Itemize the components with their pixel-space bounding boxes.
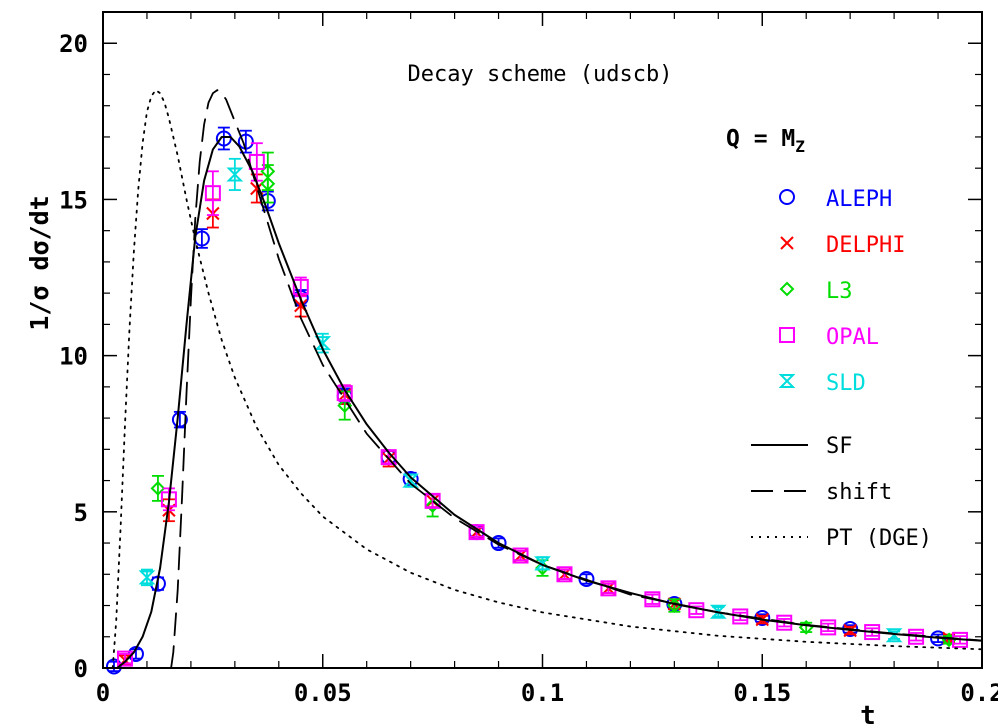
legend-item-l3: L3 bbox=[779, 279, 853, 304]
legend-marker bbox=[779, 281, 795, 297]
data-point bbox=[380, 449, 397, 466]
data-point bbox=[204, 185, 221, 202]
legend-label: PT (DGE) bbox=[826, 526, 932, 551]
x-tick-label: 0 bbox=[96, 679, 110, 707]
data-point bbox=[885, 628, 903, 643]
legend-marker bbox=[779, 327, 795, 343]
y-axis-label: 1/σ dσ/dt bbox=[25, 195, 54, 330]
legend-label: DELPHI bbox=[826, 233, 905, 258]
curves bbox=[111, 89, 983, 669]
y-tick-label: 5 bbox=[74, 499, 88, 527]
x-tick-label: 0.1 bbox=[521, 679, 564, 707]
legend-item-opal: OPAL bbox=[779, 325, 879, 350]
data-point bbox=[337, 398, 353, 414]
x-tick-label: 0.05 bbox=[294, 679, 352, 707]
data-point bbox=[512, 547, 529, 564]
legend-item-sld: SLD bbox=[778, 371, 866, 396]
legend-label: OPAL bbox=[826, 325, 879, 350]
y-tick-label: 10 bbox=[59, 343, 88, 371]
data-point bbox=[171, 411, 188, 428]
legend-label: SLD bbox=[826, 371, 866, 396]
data-point bbox=[150, 480, 166, 496]
legend-item-delphi: DELPHI bbox=[780, 233, 905, 258]
data-point bbox=[336, 385, 353, 402]
x-tick-label: 0.2 bbox=[960, 679, 998, 707]
legend-marker bbox=[780, 236, 794, 250]
subtitle-prefix: Q = M bbox=[726, 126, 795, 152]
legend-label: shift bbox=[826, 480, 892, 505]
legend-label: ALEPH bbox=[826, 187, 892, 212]
y-tick-label: 15 bbox=[59, 186, 88, 214]
curve-shift bbox=[170, 89, 983, 669]
chart-subtitle: Q = MZ bbox=[726, 126, 805, 156]
legend: ALEPH DELPHI L3 OPAL SLD SF shift PT (DGE) bbox=[751, 187, 932, 551]
legend-label: SF bbox=[826, 434, 853, 459]
legend-item-curve: PT (DGE) bbox=[751, 526, 932, 551]
legend-item-curve: SF bbox=[751, 434, 853, 459]
legend-label: L3 bbox=[826, 279, 853, 304]
series-opal bbox=[116, 142, 969, 667]
x-tick-label: 0.15 bbox=[733, 679, 791, 707]
legend-item-aleph: ALEPH bbox=[779, 187, 892, 212]
subtitle-subscript: Z bbox=[795, 137, 805, 156]
data-point bbox=[116, 650, 133, 667]
legend-marker bbox=[778, 374, 796, 388]
series-aleph bbox=[105, 126, 947, 675]
data-point bbox=[138, 570, 156, 585]
data-point bbox=[314, 336, 332, 351]
data-point bbox=[490, 535, 507, 552]
legend-marker bbox=[779, 189, 795, 205]
y-tick-label: 20 bbox=[59, 30, 88, 58]
data-point bbox=[402, 473, 420, 488]
axis-ticks: 0 0.05 0.1 0.15 0.2 0 5 10 15 20 bbox=[59, 11, 998, 707]
series-sld bbox=[138, 157, 903, 643]
y-tick-label: 0 bbox=[74, 655, 88, 683]
curve-pt-dge bbox=[111, 89, 983, 669]
x-axis-label: t bbox=[860, 701, 876, 725]
curve-sf bbox=[116, 136, 983, 669]
data-point bbox=[226, 167, 244, 182]
data-point bbox=[468, 524, 485, 541]
data-point bbox=[709, 604, 727, 619]
legend-item-curve: shift bbox=[751, 480, 892, 505]
data-point bbox=[292, 278, 309, 295]
chart-title: Decay scheme (udscb) bbox=[408, 62, 673, 87]
